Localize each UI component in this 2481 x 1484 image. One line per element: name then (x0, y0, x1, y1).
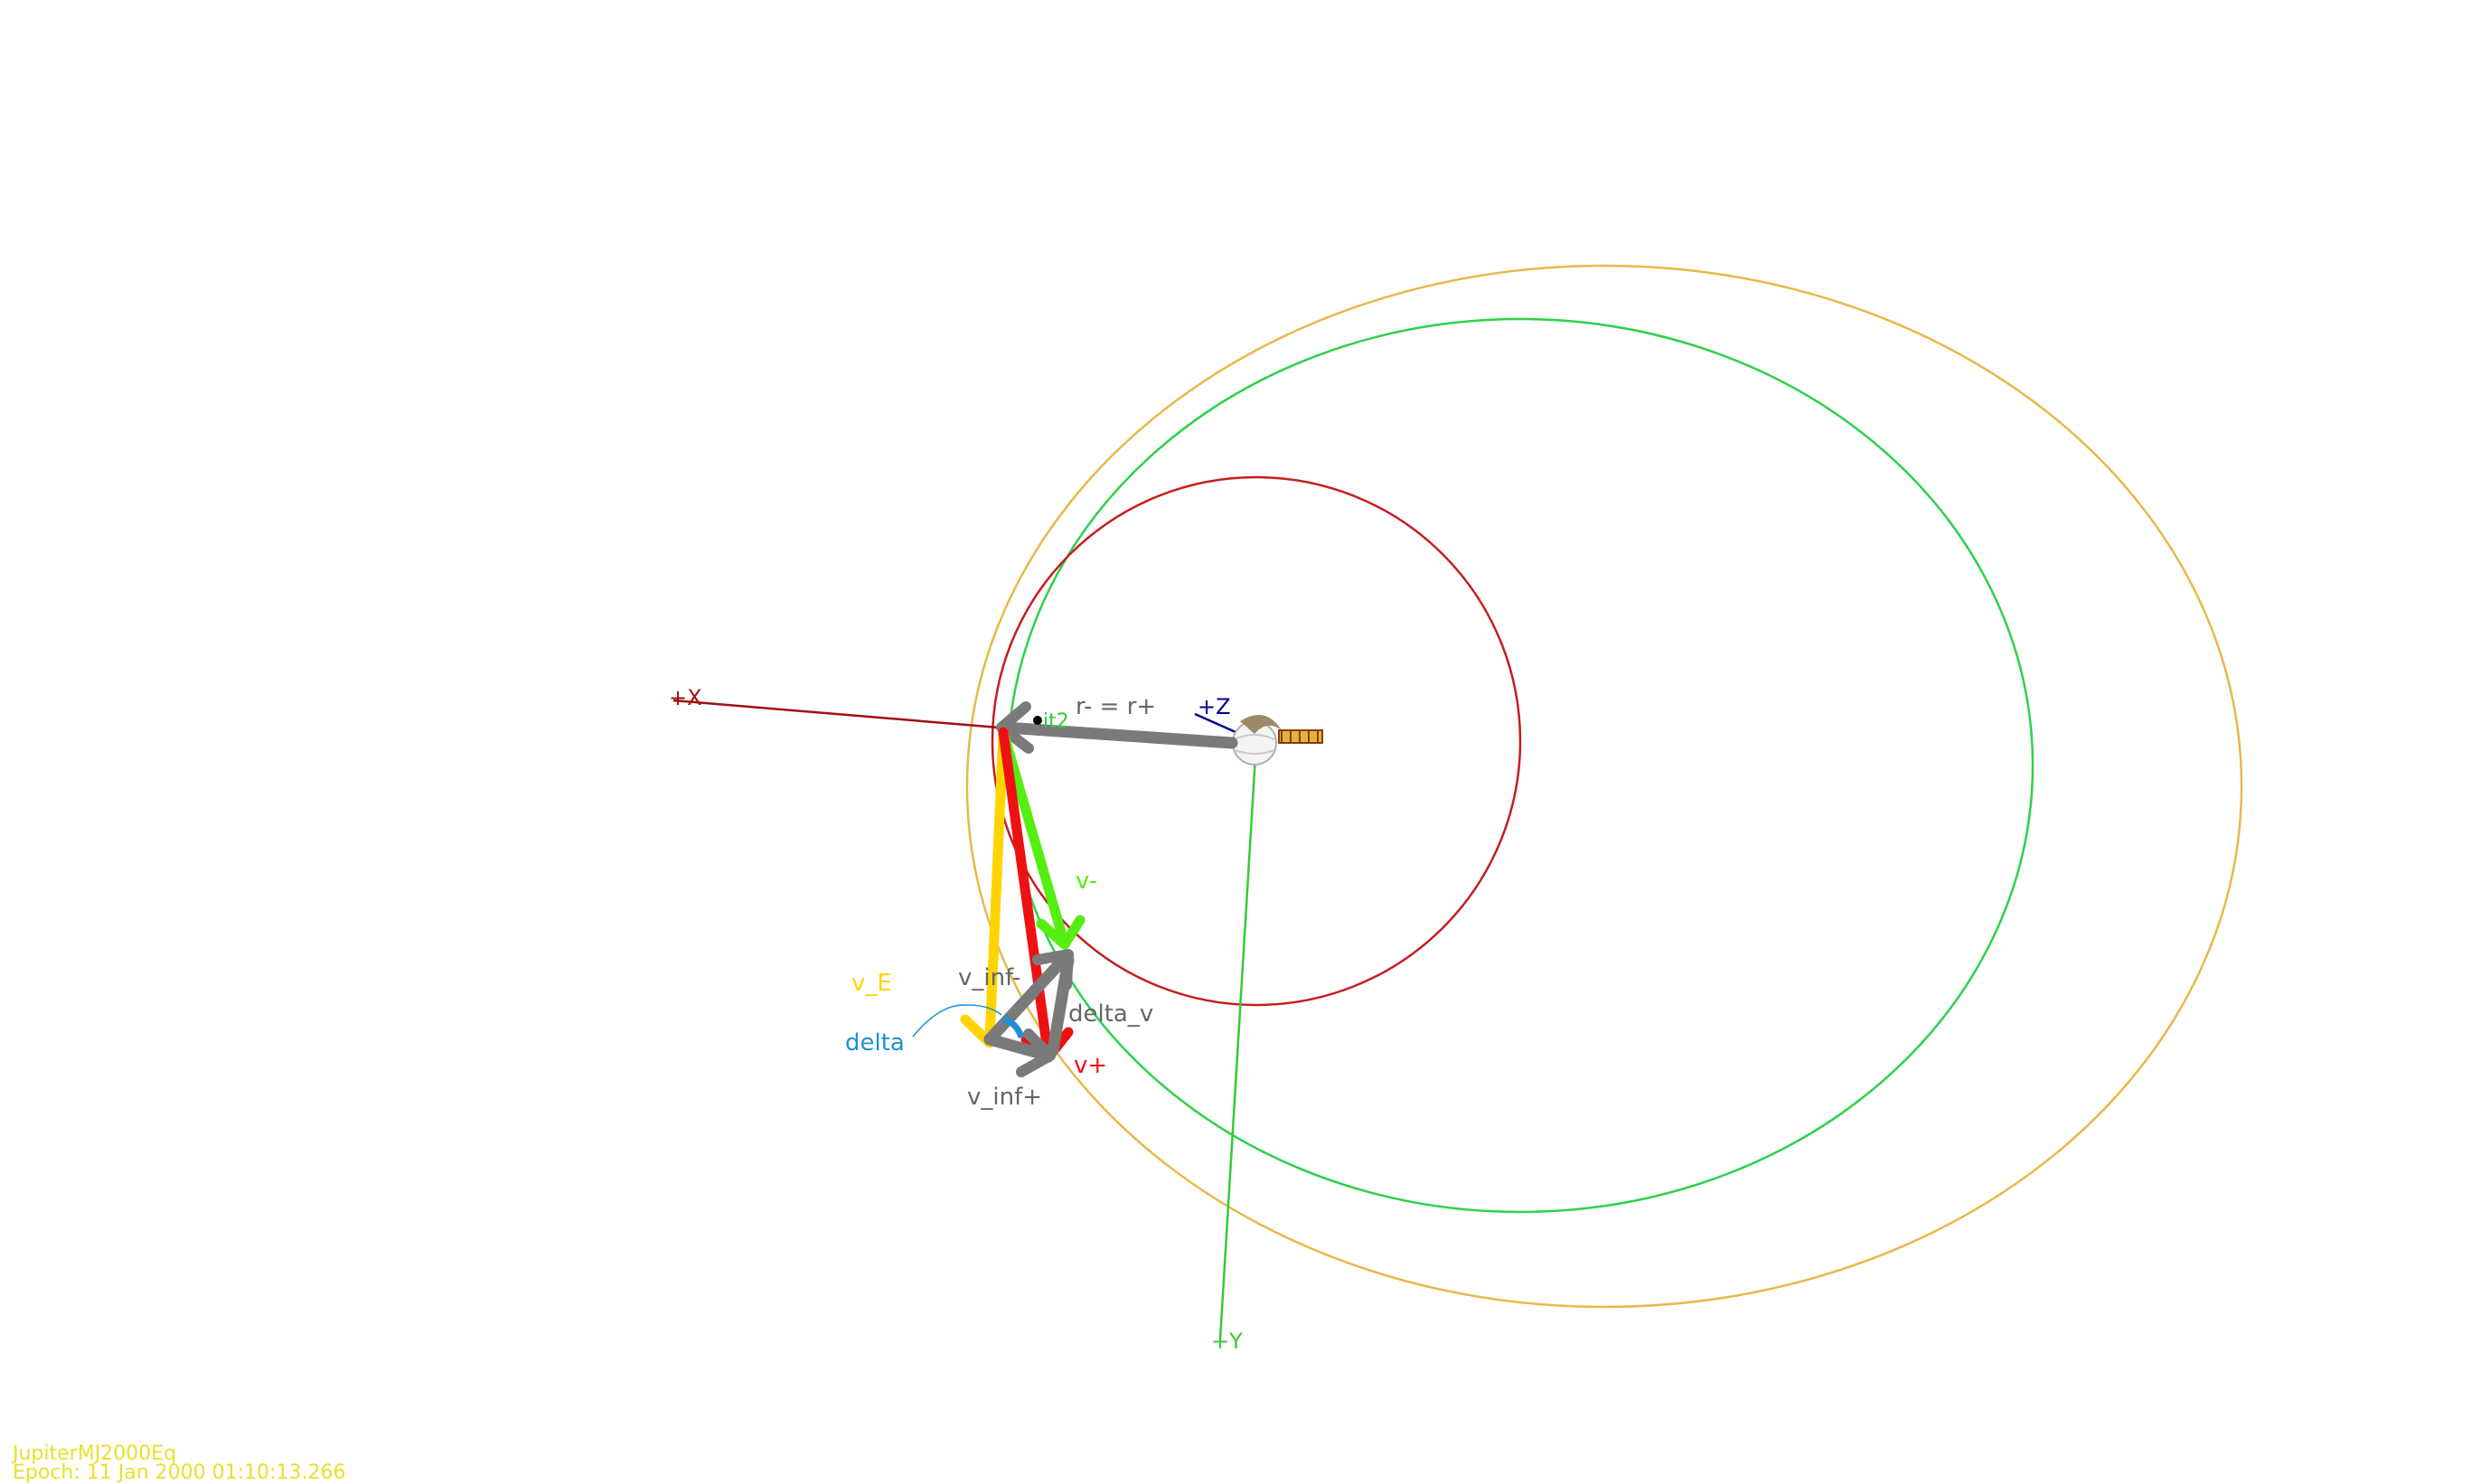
jupiter-crescent-icon (1240, 714, 1282, 734)
jupiter-band-icon (1234, 749, 1275, 755)
v-e-vector-arrow (984, 727, 1009, 1045)
position-vector-arrow (999, 721, 1238, 749)
inner-orbit-circle (991, 475, 1522, 1007)
v-minus-vector-arrow (998, 727, 1070, 950)
v-inf-plus-vector-arrow (983, 1033, 1055, 1062)
z-axis-label: +Z (1198, 694, 1231, 719)
jupiter-band-icon (1234, 734, 1275, 740)
delta-leader-line (912, 1004, 1002, 1038)
spacecraft-icon[interactable] (1278, 729, 1323, 744)
position-vector-label: r- = r+ (1076, 693, 1156, 720)
v-inf-plus-vector-label: v_inf+ (967, 1084, 1042, 1111)
coordinate-system-label: JupiterMJ2000Eq (13, 1442, 177, 1465)
v-minus-vector-head (1036, 915, 1085, 950)
v-inf-plus-vector-head (1016, 1028, 1056, 1077)
delta-v-vector-label: delta_v (1068, 1000, 1153, 1028)
x-axis-line (672, 699, 1000, 729)
delta-angle-label: delta (845, 1029, 905, 1057)
delta-v-vector-arrow (1047, 953, 1075, 1057)
flyby-point-marker[interactable] (1033, 716, 1042, 725)
v-minus-vector-label: v- (1076, 868, 1097, 895)
v-e-vector-label: v_E (851, 970, 892, 997)
v-inf-minus-vector-label: v_inf- (958, 964, 1020, 991)
y-axis-line (1218, 740, 1258, 1340)
y-axis-label: +Y (1211, 1329, 1243, 1354)
coordinate-system-footer: JupiterMJ2000Eq Epoch: 11 Jan 2000 01:10… (13, 1442, 346, 1484)
epoch-label: Epoch: 11 Jan 2000 01:10:13.266 (13, 1461, 346, 1484)
v-plus-vector-arrow (998, 727, 1054, 1063)
flyby-point-label: it2 (1043, 710, 1069, 733)
x-axis-label: +X (669, 685, 702, 710)
v-plus-vector-label: v+ (1074, 1052, 1107, 1079)
v-inf-minus-vector-arrow (983, 950, 1073, 1046)
earth-orbit-ellipse (965, 264, 2243, 1309)
delta-angle-arc (1001, 1015, 1025, 1039)
